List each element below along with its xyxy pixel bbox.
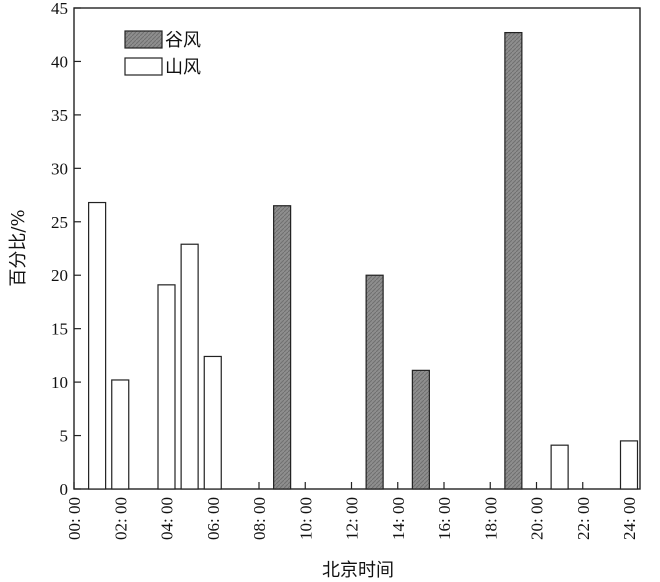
- legend-label-valley-wind: 谷风: [165, 30, 201, 51]
- x-tick-label: 16: 00: [435, 497, 454, 540]
- y-tick-label: 20: [51, 266, 68, 285]
- valley-wind-bar: [365, 274, 384, 490]
- mountain-wind-bar: [180, 243, 199, 490]
- legend-label-mountain-wind: 山风: [165, 57, 201, 78]
- y-tick-label: 15: [51, 320, 68, 339]
- mountain-wind-bar: [111, 379, 130, 490]
- y-axis: 0 5 10 15 20 25 30 35 40 45: [51, 0, 81, 499]
- x-axis-title: 北京时间: [322, 560, 394, 581]
- x-tick-label: 04: 00: [158, 497, 177, 540]
- plot-frame: [73, 7, 641, 490]
- x-tick-label: 00: 00: [65, 497, 84, 540]
- x-tick-label: 02: 00: [111, 497, 130, 540]
- legend-swatch-mountain-wind: [124, 57, 163, 76]
- y-axis-title: 百分比/%: [8, 209, 29, 286]
- mountain-wind-bar: [157, 284, 176, 490]
- valley-wind-bar: [504, 31, 523, 490]
- x-tick-label: 12: 00: [343, 497, 362, 540]
- mountain-wind-bar: [88, 201, 107, 490]
- legend: 谷风 山风: [124, 30, 201, 78]
- y-tick-label: 5: [60, 427, 69, 446]
- x-tick-label: 08: 00: [250, 497, 269, 540]
- valley-wind-bar: [273, 205, 292, 490]
- y-tick-label: 35: [51, 106, 68, 125]
- y-tick-label: 25: [51, 213, 68, 232]
- x-tick-label: 20: 00: [528, 497, 547, 540]
- x-tick-label: 14: 00: [389, 497, 408, 540]
- mountain-wind-bar: [619, 440, 639, 490]
- y-tick-label: 10: [51, 373, 68, 392]
- y-tick-label: 45: [51, 0, 68, 18]
- x-axis: 00: 00 02: 00 04: 00 06: 00 08: 00 10: 00 12: …: [65, 482, 639, 540]
- x-tick-label: 10: 00: [296, 497, 315, 540]
- x-tick-label: 22: 00: [574, 497, 593, 540]
- legend-swatch-valley-wind: [124, 30, 163, 49]
- valley-wind-bar: [411, 369, 430, 490]
- x-tick-label: 18: 00: [481, 497, 500, 540]
- x-tick-label: 06: 00: [204, 497, 223, 540]
- mountain-wind-bar: [203, 355, 222, 490]
- y-tick-label: 0: [60, 480, 69, 499]
- y-tick-label: 40: [51, 52, 68, 71]
- y-tick-label: 30: [51, 159, 68, 178]
- mountain-wind-bar: [550, 444, 569, 490]
- bars: [88, 31, 639, 490]
- x-tick-label: 24: 00: [620, 497, 639, 540]
